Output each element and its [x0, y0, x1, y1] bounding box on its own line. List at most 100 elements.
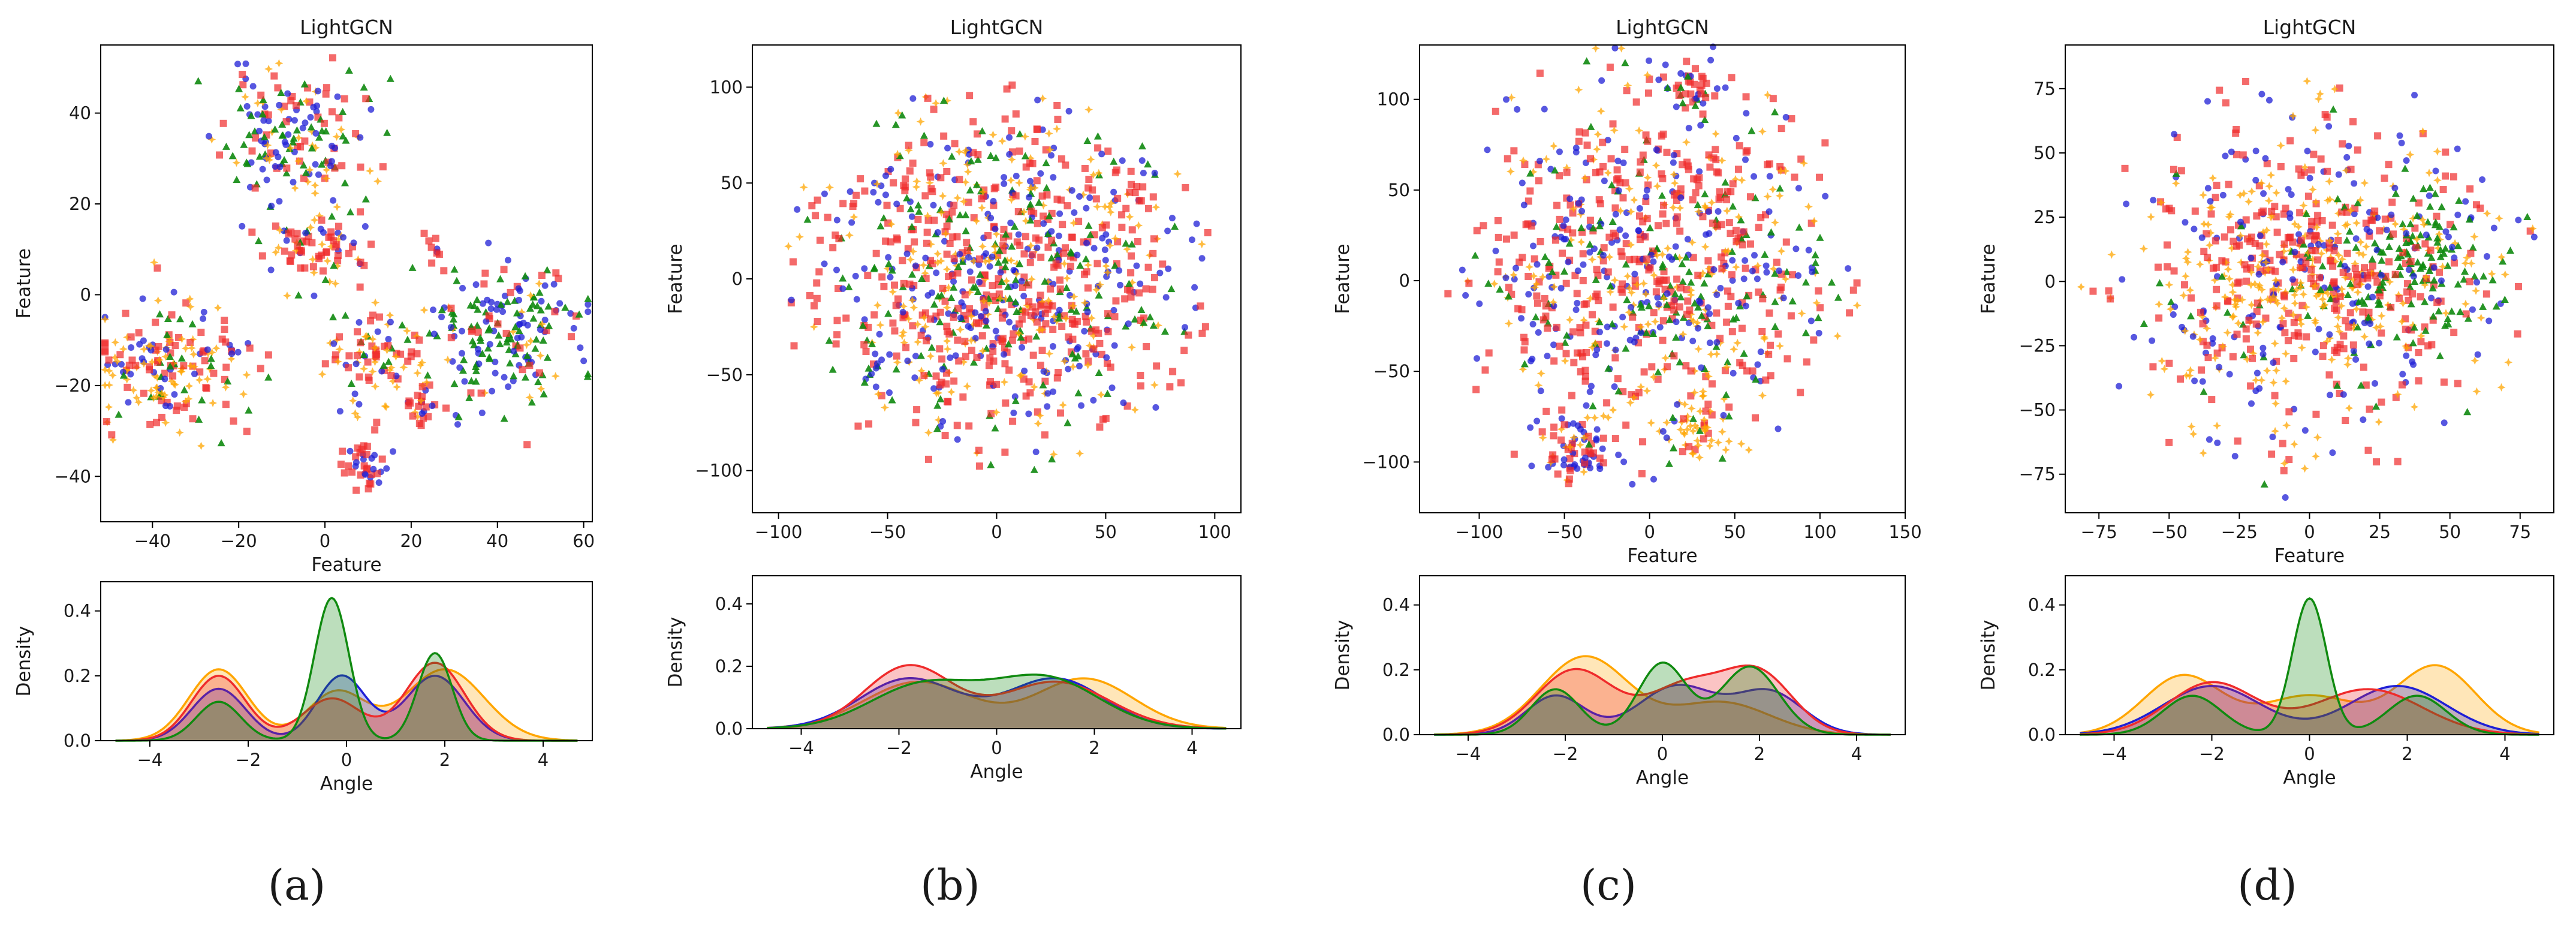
scatter-point-blue	[259, 166, 266, 173]
scatter-point-orange	[123, 333, 132, 342]
scatter-point-green	[529, 300, 537, 308]
scatter-point-blue	[2403, 230, 2410, 237]
scatter-point-orange	[1153, 321, 1162, 330]
scatter-point-blue	[128, 344, 135, 351]
scatter-point-red	[887, 238, 894, 246]
scatter-point-red	[1001, 115, 1009, 123]
density-x-tick-label: 0	[2304, 744, 2315, 764]
scatter-point-red	[1056, 285, 1064, 293]
scatter-point-blue	[939, 366, 946, 373]
scatter-point-red	[936, 308, 944, 316]
scatter-point-red	[1732, 227, 1740, 234]
scatter-point-red	[2385, 258, 2393, 266]
scatter-point-blue	[1757, 348, 1764, 356]
scatter-point-green	[1586, 240, 1594, 248]
scatter-point-orange	[962, 146, 971, 155]
scatter-point-green	[528, 398, 536, 406]
scatter-point-green	[2411, 278, 2419, 285]
scatter-point-red	[447, 334, 455, 342]
scatter-point-red	[2385, 161, 2393, 169]
scatter-point-red	[286, 257, 294, 264]
scatter-point-orange	[416, 360, 425, 369]
scatter-point-red	[169, 372, 177, 380]
scatter-point-green	[450, 380, 459, 387]
scatter-point-red	[2308, 218, 2316, 226]
scatter-point-orange	[1586, 294, 1595, 303]
scatter-point-blue	[1636, 205, 1643, 212]
scatter-point-blue	[2252, 176, 2259, 184]
scatter-point-blue	[1650, 258, 1657, 265]
scatter-point-green	[448, 308, 456, 316]
scatter-point-green	[1161, 327, 1169, 335]
scatter-point-orange	[2310, 316, 2319, 325]
scatter-point-red	[171, 342, 179, 350]
scatter-point-orange	[359, 364, 368, 373]
scatter-point-green	[918, 275, 926, 282]
scatter-point-blue	[504, 257, 511, 264]
scatter-point-blue	[2483, 253, 2490, 260]
scatter-point-blue	[1068, 187, 1075, 194]
scatter-point-green	[1021, 152, 1029, 160]
scatter-point-red	[2107, 295, 2114, 303]
scatter-point-orange	[2343, 354, 2352, 363]
scatter-point-blue	[1655, 300, 1662, 308]
y-tick-label: −25	[2019, 335, 2056, 356]
scatter-point-orange	[1608, 405, 1617, 414]
scatter-point-blue	[1525, 291, 1532, 298]
scatter-point-red	[567, 333, 575, 341]
scatter-point-red	[2303, 333, 2310, 341]
scatter-point-red	[2378, 329, 2385, 337]
density-y-tick-label: 0.2	[64, 666, 91, 686]
scatter-point-red	[1545, 264, 1553, 272]
scatter-point-green	[2368, 255, 2376, 263]
scatter-point-orange	[2236, 231, 2245, 240]
scatter-point-orange	[944, 283, 953, 292]
scatter-point-red	[929, 188, 936, 196]
scatter-point-red	[1853, 279, 1861, 287]
scatter-point-red	[474, 328, 482, 336]
scatter-point-red	[870, 311, 878, 319]
scatter-point-orange	[2166, 305, 2175, 314]
panel-a: −40 −20 0 20 40 60−40−2002040LightGCNFeatureF…	[13, 16, 595, 910]
scatter-point-blue	[1519, 179, 1526, 187]
scatter-point-green	[1724, 358, 1732, 366]
scatter-point-orange	[1698, 387, 1707, 396]
scatter-point-orange	[996, 294, 1005, 303]
scatter-point-orange	[1639, 279, 1648, 288]
scatter-point-blue	[510, 348, 517, 355]
scatter-point-green	[453, 276, 461, 284]
scatter-point-blue	[922, 254, 929, 261]
scatter-point-orange	[1635, 126, 1644, 135]
scatter-point-red	[2394, 458, 2402, 465]
scatter-point-orange	[2139, 244, 2148, 253]
scatter-point-red	[182, 299, 190, 307]
scatter-point-blue	[1103, 273, 1110, 280]
scatter-point-green	[2406, 220, 2415, 227]
scatter-point-red	[101, 340, 109, 348]
density-y-label: Density	[1978, 620, 1999, 691]
scatter-point-red	[364, 358, 372, 366]
scatter-point-green	[1608, 217, 1617, 225]
scatter-point-blue	[487, 305, 495, 312]
scatter-point-orange	[2230, 295, 2239, 304]
scatter-point-green	[379, 361, 388, 369]
scatter-point-blue	[2383, 226, 2390, 233]
scatter-point-orange	[933, 249, 942, 258]
scatter-point-green	[1053, 251, 1062, 258]
scatter-point-blue	[1749, 267, 1756, 275]
scatter-point-orange	[241, 92, 250, 101]
scatter-point-red	[2433, 212, 2441, 220]
scatter-point-orange	[2463, 253, 2472, 262]
scatter-point-red	[1056, 276, 1064, 284]
scatter-point-blue	[140, 337, 147, 344]
scatter-point-red	[433, 249, 441, 257]
scatter-point-blue	[2490, 224, 2497, 232]
scatter-point-red	[1541, 295, 1548, 303]
scatter-point-red	[1550, 432, 1557, 440]
scatter-point-red	[1465, 279, 1473, 287]
scatter-point-red	[2154, 263, 2162, 271]
scatter-point-green	[1013, 307, 1021, 315]
scatter-point-red	[1733, 238, 1740, 246]
scatter-point-red	[526, 362, 534, 369]
